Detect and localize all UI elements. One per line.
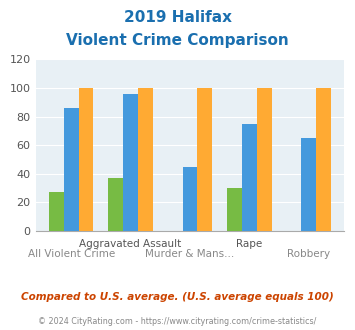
Legend: Halifax, Massachusetts, National: Halifax, Massachusetts, National [14,326,355,330]
Text: © 2024 CityRating.com - https://www.cityrating.com/crime-statistics/: © 2024 CityRating.com - https://www.city… [38,317,317,326]
Text: Murder & Mans...: Murder & Mans... [145,249,235,259]
Text: All Violent Crime: All Violent Crime [27,249,115,259]
Bar [227,188,242,231]
Bar [123,94,138,231]
Text: Violent Crime Comparison: Violent Crime Comparison [66,33,289,48]
Bar [78,88,93,231]
Text: Rape: Rape [236,239,262,249]
Text: 2019 Halifax: 2019 Halifax [124,10,231,25]
Bar [242,124,257,231]
Bar [64,108,78,231]
Text: Robbery: Robbery [287,249,330,259]
Bar [301,138,316,231]
Text: Aggravated Assault: Aggravated Assault [80,239,182,249]
Bar [197,88,212,231]
Bar [182,167,197,231]
Bar [108,178,123,231]
Text: Compared to U.S. average. (U.S. average equals 100): Compared to U.S. average. (U.S. average … [21,292,334,302]
Bar [138,88,153,231]
Bar [49,192,64,231]
Bar [316,88,331,231]
Bar [257,88,272,231]
